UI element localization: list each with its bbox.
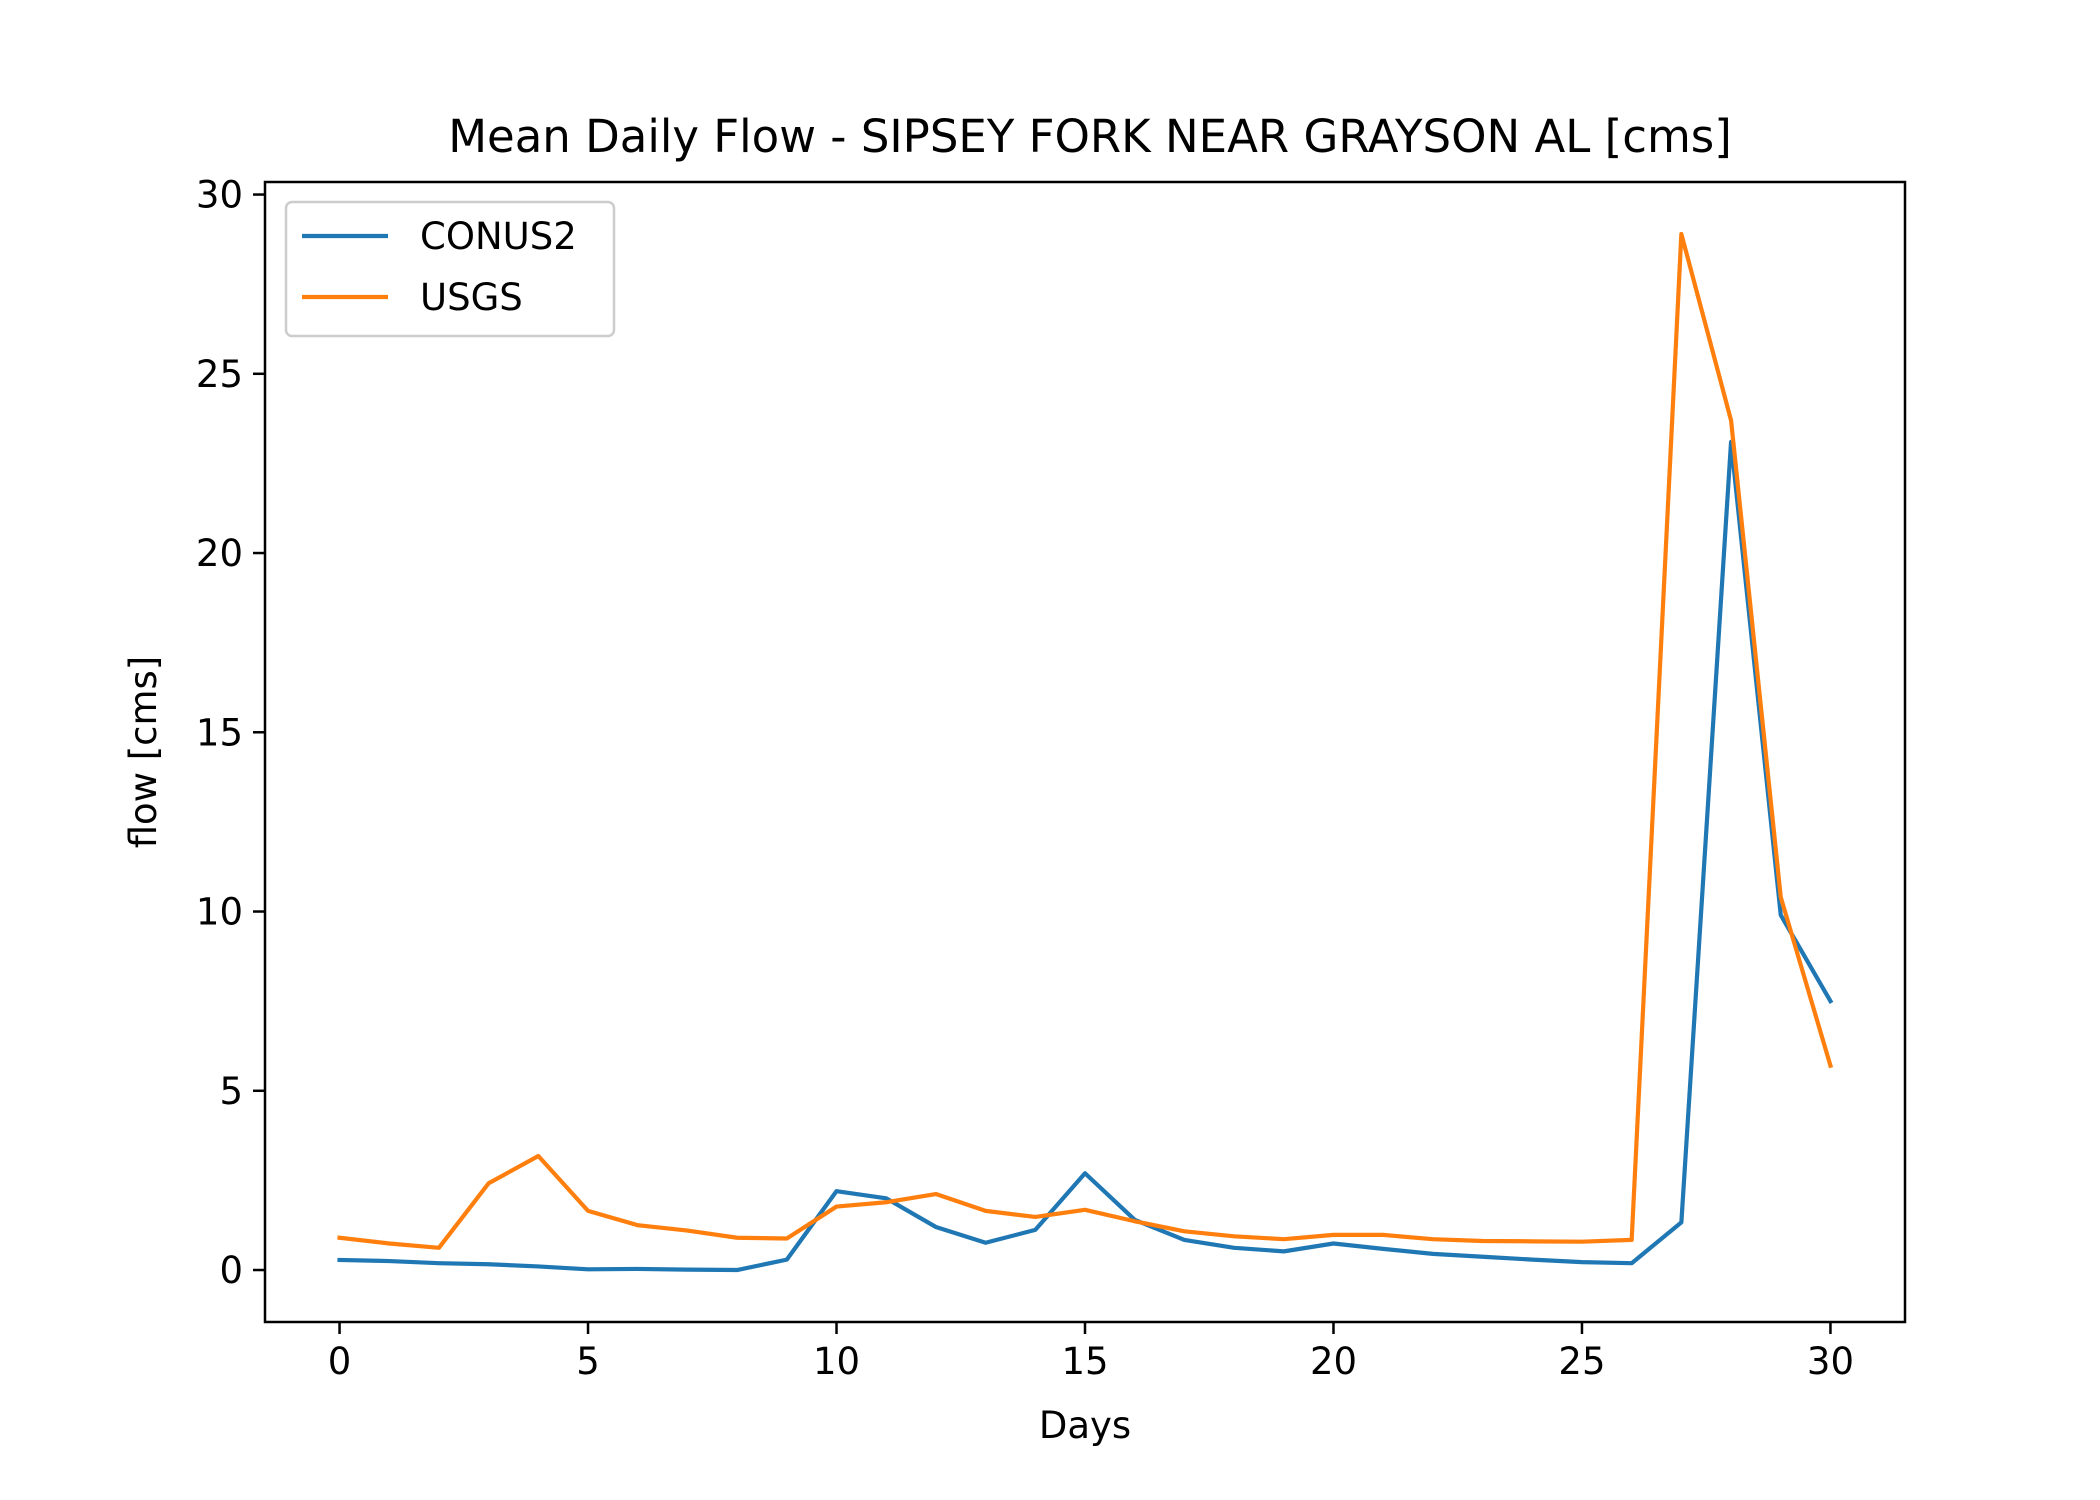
legend-label-conus2: CONUS2 <box>420 215 577 258</box>
legend-label-usgs: USGS <box>420 276 523 319</box>
y-tick-label: 25 <box>196 353 243 396</box>
x-axis-label: Days <box>1039 1404 1131 1447</box>
y-tick-label: 0 <box>219 1249 243 1292</box>
x-tick-label: 0 <box>328 1340 352 1383</box>
x-tick-label: 30 <box>1807 1340 1854 1383</box>
x-tick-label: 5 <box>576 1340 600 1383</box>
y-tick-label: 15 <box>196 711 243 754</box>
x-tick-label: 20 <box>1310 1340 1357 1383</box>
y-axis-label: flow [cms] <box>122 656 165 849</box>
y-tick-label: 30 <box>196 174 243 217</box>
x-tick-label: 10 <box>813 1340 860 1383</box>
legend: CONUS2 USGS <box>286 202 614 336</box>
y-tick-label: 10 <box>196 891 243 934</box>
x-tick-label: 15 <box>1061 1340 1108 1383</box>
y-tick-label: 5 <box>219 1070 243 1113</box>
chart-title: Mean Daily Flow - SIPSEY FORK NEAR GRAYS… <box>448 110 1732 163</box>
y-tick-label: 20 <box>196 532 243 575</box>
x-tick-label: 25 <box>1558 1340 1605 1383</box>
